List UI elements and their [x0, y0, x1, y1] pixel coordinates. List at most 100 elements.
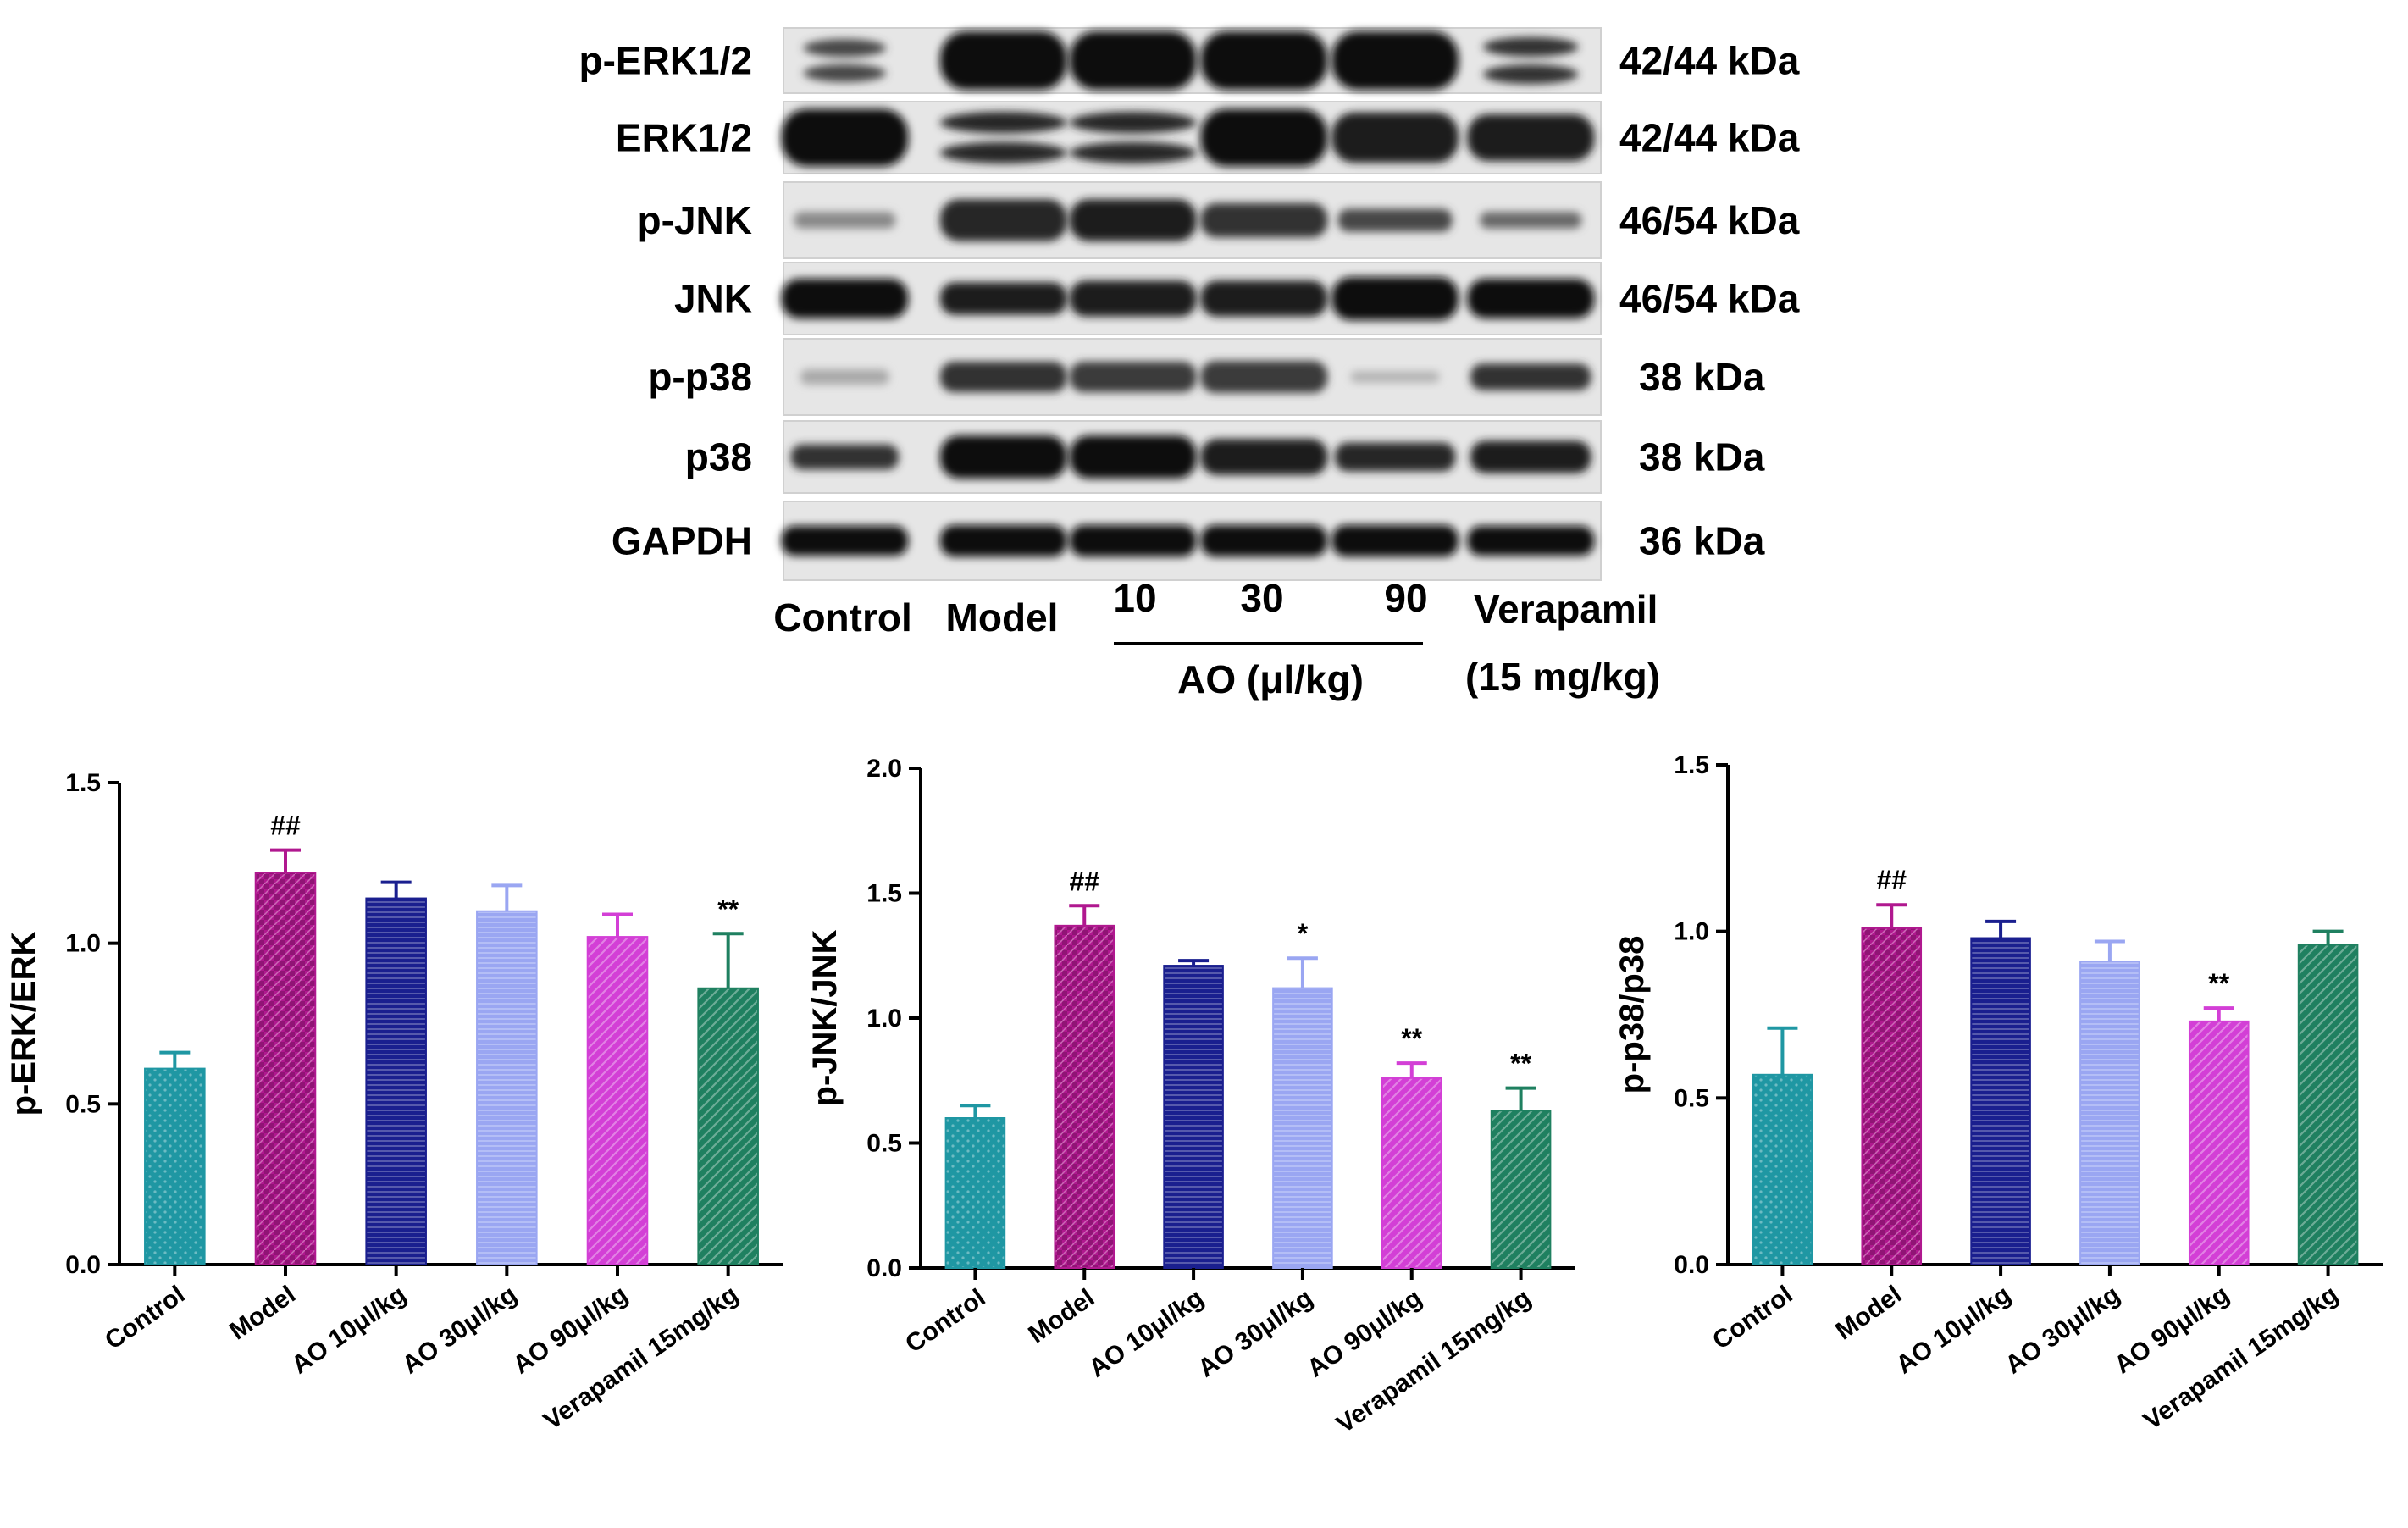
y-axis-label: p-ERK/ERK: [5, 932, 42, 1116]
y-tick-label: 0.0: [1674, 1251, 1709, 1279]
bar: [365, 897, 427, 1266]
protein-label: p-ERK1/2: [579, 39, 752, 83]
blot-band: [803, 39, 887, 82]
lane-label: Control: [773, 595, 912, 639]
blot-band: [1069, 524, 1197, 557]
blot-row-4: [783, 338, 1602, 416]
blot-band: [1200, 439, 1328, 475]
x-tick-label: Model: [1830, 1281, 1907, 1346]
chart-2: 0.00.51.01.52.0p-JNK/JNKControl##ModelAO…: [806, 755, 1575, 1439]
significance-label: **: [1510, 1049, 1531, 1079]
bar: [1490, 1110, 1552, 1270]
protein-label: GAPDH: [612, 519, 752, 563]
bar: [1163, 965, 1224, 1270]
significance-label: ##: [1876, 865, 1907, 895]
y-axis-label: p-p38/p38: [1614, 936, 1651, 1094]
x-tick-label: AO 10μl/kg: [1891, 1281, 2016, 1380]
lane-label: 30: [1240, 576, 1283, 620]
blot-band: [794, 212, 896, 229]
y-tick-label: 2.0: [866, 755, 902, 783]
y-tick-label: 1.0: [1674, 918, 1709, 946]
blot-band: [939, 111, 1067, 164]
y-tick-label: 1.5: [65, 769, 101, 797]
blot-band: [1331, 524, 1459, 557]
x-tick-label: Control: [1708, 1281, 1797, 1355]
band-size-label: 42/44 kDa: [1619, 116, 1800, 160]
y-tick-label: 0.5: [65, 1090, 101, 1118]
lane-label: 90: [1384, 576, 1427, 620]
x-tick-label: Verapamil 15mg/kg: [539, 1281, 744, 1436]
x-tick-label: AO 30μl/kg: [2001, 1281, 2125, 1380]
blot-band: [1069, 280, 1197, 317]
band-size-label: 38 kDa: [1639, 435, 1765, 479]
blot-band: [1069, 199, 1197, 241]
lane-label: Verapamil: [1474, 587, 1658, 631]
x-tick-label: AO 30μl/kg: [397, 1281, 522, 1380]
lane-label: Model: [946, 595, 1059, 639]
protein-label: JNK: [674, 277, 752, 321]
bar: [944, 1117, 1006, 1269]
bar: [1752, 1073, 1813, 1266]
blot-band: [939, 362, 1067, 392]
band-size-label: 46/54 kDa: [1619, 277, 1800, 321]
protein-label: p-JNK: [638, 198, 752, 242]
blot-band: [1200, 524, 1328, 557]
bar: [1272, 987, 1333, 1269]
bar: [1861, 927, 1923, 1265]
lane-label: 10: [1113, 576, 1156, 620]
bar: [2188, 1020, 2250, 1266]
x-tick-label: AO 30μl/kg: [1193, 1284, 1318, 1383]
y-tick-label: 1.0: [65, 930, 101, 958]
blot-row-0: [783, 27, 1602, 94]
x-tick-label: Model: [224, 1281, 301, 1346]
protein-label: p38: [685, 435, 752, 479]
blot-band: [1069, 30, 1197, 91]
blot-band: [1069, 435, 1197, 479]
blot-band: [1480, 212, 1582, 229]
y-tick-label: 1.5: [1674, 751, 1709, 779]
blot-band: [781, 279, 909, 318]
bar: [586, 936, 649, 1265]
blot-band: [1200, 361, 1328, 393]
x-tick-label: Model: [1023, 1284, 1099, 1349]
protein-label: ERK1/2: [616, 116, 752, 160]
blot-row-2: [783, 181, 1602, 259]
blot-band: [1470, 440, 1591, 473]
y-tick-label: 0.5: [866, 1130, 902, 1158]
y-tick-label: 0.5: [1674, 1084, 1709, 1112]
significance-label: ##: [1069, 866, 1099, 896]
x-tick-label: AO 10μl/kg: [286, 1281, 411, 1380]
x-tick-label: Verapamil 15mg/kg: [2139, 1281, 2344, 1436]
blot-row-1: [781, 101, 1602, 174]
verapamil-dose-label: (15 mg/kg): [1465, 655, 1660, 699]
y-tick-label: 1.5: [866, 880, 902, 908]
blot-row-5: [783, 420, 1602, 494]
blot-band: [1331, 277, 1459, 320]
bar: [1970, 937, 2031, 1265]
x-tick-label: Control: [900, 1284, 990, 1359]
blot-row-6: [781, 501, 1602, 581]
x-tick-label: Verapamil 15mg/kg: [1331, 1284, 1536, 1439]
y-tick-label: 0.0: [866, 1254, 902, 1282]
band-size-label: 46/54 kDa: [1619, 198, 1800, 242]
bar: [254, 872, 317, 1266]
bar: [2079, 961, 2140, 1265]
ao-dose-label: AO (μl/kg): [1177, 657, 1364, 701]
band-size-label: 38 kDa: [1639, 355, 1765, 399]
blot-band: [800, 369, 889, 385]
blot-band: [1200, 202, 1328, 238]
western-blot-panel: p-ERK1/2 42/44 kDa ERK1/2 42/44 kDa p-JNK 46/…: [579, 27, 1800, 701]
blot-band: [1200, 30, 1328, 91]
blot-band: [781, 108, 909, 167]
significance-label: **: [717, 894, 739, 924]
blot-band: [1467, 279, 1595, 318]
bar: [476, 910, 538, 1265]
x-tick-label: AO 10μl/kg: [1084, 1284, 1209, 1383]
significance-label: **: [2208, 968, 2229, 999]
significance-label: **: [1401, 1023, 1422, 1054]
blot-band: [1334, 442, 1456, 472]
